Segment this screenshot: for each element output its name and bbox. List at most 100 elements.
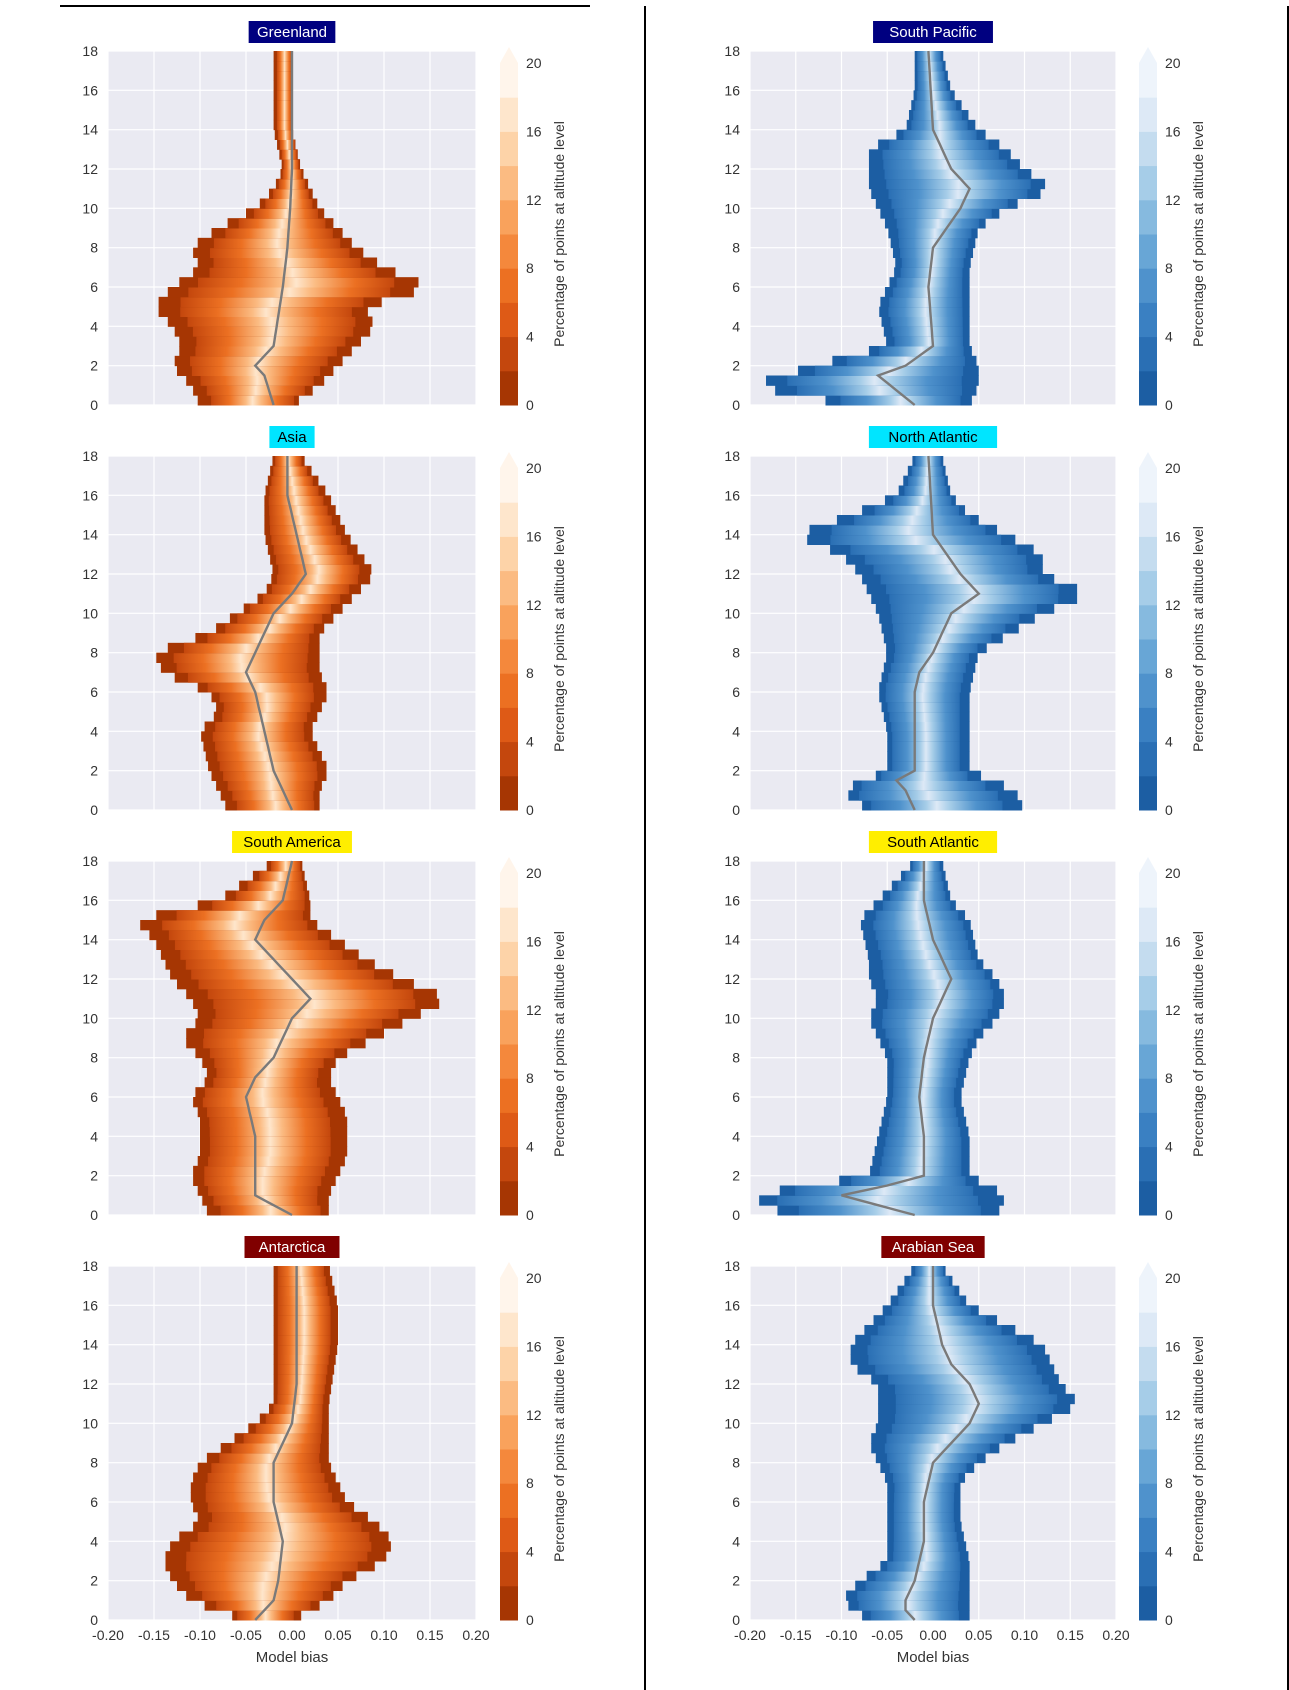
density-cell	[903, 129, 977, 140]
y-tick-label: 14	[82, 122, 98, 138]
density-cell	[213, 237, 341, 249]
colorbar-segment	[1139, 1380, 1157, 1416]
panel-title: Greenland	[257, 24, 327, 41]
density-cell	[891, 1423, 1022, 1434]
density-cell	[276, 110, 292, 121]
colorbar-tick-label: 16	[526, 528, 542, 544]
colorbar-segment	[1139, 199, 1157, 235]
density-cell	[173, 652, 308, 663]
colorbar-tick-label: 0	[526, 397, 534, 413]
y-tick-label: 2	[732, 1168, 740, 1184]
density-cell	[878, 939, 969, 950]
y-tick-label: 10	[82, 605, 98, 621]
colorbar-tick-label: 12	[526, 1002, 542, 1018]
density-cell	[890, 1106, 957, 1118]
density-cell	[864, 554, 1027, 565]
colorbar-tick-label: 0	[1165, 1207, 1173, 1223]
density-cell	[911, 119, 968, 131]
density-cell	[188, 287, 391, 298]
y-tick-label: 0	[732, 802, 740, 818]
colorbar-tick-label: 8	[526, 1475, 534, 1491]
y-tick-label: 16	[82, 82, 98, 98]
panel-south-pacific: 0 2 4 6 8 10 12 14 16 18 South Pacific 0 4 8 12 16 20 Per…	[724, 21, 1206, 413]
density-cell	[894, 1482, 955, 1493]
density-cell	[893, 652, 969, 663]
colorbar-segment	[1139, 63, 1157, 98]
density-cell	[912, 861, 940, 872]
density-cell	[209, 1146, 331, 1157]
density-cell	[271, 534, 342, 545]
y-tick-label: 10	[724, 605, 740, 621]
density-cell	[253, 208, 319, 219]
density-cell	[277, 1364, 328, 1375]
density-cell	[190, 1541, 372, 1552]
density-cell	[892, 287, 963, 298]
colorbar-tick-label: 20	[526, 55, 542, 71]
density-cell	[831, 524, 986, 536]
colorbar: 0 4 8 12 16 20 Percentage of points at altitud…	[1139, 1262, 1206, 1628]
density-cell	[275, 554, 354, 565]
colorbar-tick-label: 0	[526, 802, 534, 818]
density-cell	[881, 770, 968, 781]
density-cell	[891, 721, 960, 732]
density-cell	[881, 1156, 962, 1167]
colorbar-tick-label: 16	[526, 933, 542, 949]
colorbar-segment	[500, 97, 518, 132]
density-cell	[886, 583, 1059, 595]
colorbar-segment	[1139, 673, 1157, 708]
density-cell	[276, 70, 292, 81]
y-tick-label: 8	[90, 240, 98, 256]
y-tick-label: 4	[90, 1128, 98, 1144]
y-tick-label: 4	[732, 1533, 740, 1549]
density-cell	[889, 711, 960, 722]
colorbar-segment	[500, 1312, 518, 1347]
colorbar-segment	[1139, 268, 1157, 303]
mean-bias-line	[244, 860, 313, 1217]
mean-bias-line	[254, 1266, 298, 1621]
y-tick-label: 14	[724, 122, 740, 138]
y-tick-label: 0	[732, 1612, 740, 1628]
colorbar-segment	[1139, 639, 1157, 674]
colorbar-segment	[1139, 1180, 1157, 1216]
density-cell	[204, 1087, 320, 1098]
density-cell	[861, 780, 986, 791]
colorbar-segment	[1139, 1146, 1157, 1182]
density-cell	[222, 711, 308, 722]
density-cell	[276, 100, 292, 111]
colorbar-tick-label: 12	[1165, 1407, 1181, 1423]
colorbar-tick-label: 4	[1165, 1139, 1173, 1155]
x-tick-label: 0.00	[278, 1627, 305, 1643]
density-cell	[237, 613, 323, 624]
colorbar-segment	[500, 1483, 518, 1518]
y-tick-label: 8	[732, 1050, 740, 1066]
density-cell	[882, 959, 977, 970]
x-tick-label: 0.05	[965, 1627, 992, 1643]
density-cell	[892, 760, 960, 772]
density-cell	[249, 603, 332, 614]
density-cell	[195, 1580, 331, 1591]
colorbar-segment	[500, 1146, 518, 1182]
density-cell	[871, 800, 1003, 811]
density-cell	[176, 910, 303, 921]
y-tick-label: 8	[732, 645, 740, 661]
colorbar-segment	[500, 707, 518, 743]
density-cell	[273, 1403, 323, 1414]
density-cell	[273, 465, 308, 477]
density-cell	[889, 593, 1059, 604]
y-tick-label: 4	[90, 318, 98, 334]
density-cell	[271, 861, 301, 872]
x-tick-label: -0.20	[92, 1627, 124, 1643]
colorbar-segment	[500, 673, 518, 708]
colorbar-segment	[1139, 302, 1157, 338]
density-cell	[247, 880, 304, 891]
y-tick-label: 0	[90, 397, 98, 413]
density-cell	[269, 515, 332, 526]
y-tick-label: 12	[724, 161, 740, 177]
y-tick-label: 14	[724, 527, 740, 543]
y-tick-label: 4	[732, 1128, 740, 1144]
density-cell	[219, 760, 317, 772]
density-cell	[888, 306, 963, 317]
density-cell	[276, 60, 292, 72]
y-tick-label: 18	[724, 1258, 740, 1274]
y-tick-label: 8	[732, 240, 740, 256]
